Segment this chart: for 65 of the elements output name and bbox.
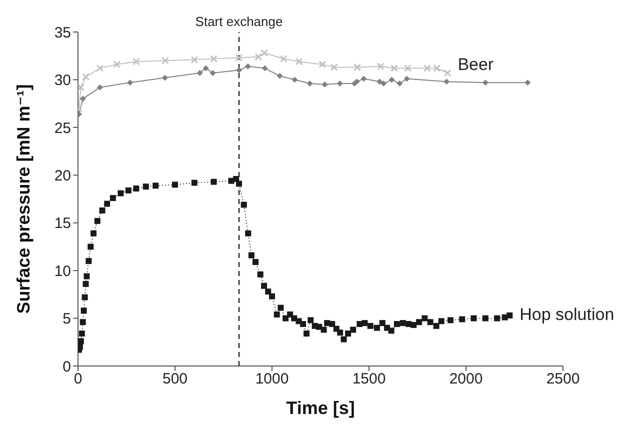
- point: [162, 74, 168, 81]
- point: [244, 63, 251, 70]
- point: [376, 62, 384, 70]
- point: [196, 70, 203, 76]
- point: [80, 96, 86, 102]
- x-tick-label: 500: [162, 370, 188, 388]
- point: [322, 81, 328, 88]
- point: [336, 80, 343, 87]
- point: [190, 56, 198, 64]
- point: [318, 60, 326, 68]
- point: [482, 80, 488, 86]
- point: [433, 64, 441, 72]
- point: [78, 84, 85, 92]
- y-tick-label: 35: [54, 24, 71, 42]
- point: [390, 64, 398, 72]
- point: [96, 84, 103, 90]
- y-axis-title: Surface pressure [mN m⁻¹]: [13, 84, 34, 314]
- point: [444, 69, 452, 77]
- point: [82, 73, 90, 81]
- point: [280, 54, 288, 62]
- ref-line-label: Start exchange: [195, 14, 283, 29]
- point: [262, 65, 268, 72]
- series-label: Hop solution: [520, 304, 614, 324]
- point: [292, 76, 298, 83]
- point: [202, 65, 209, 72]
- y-tick-label: 10: [54, 262, 71, 280]
- point: [376, 78, 383, 85]
- point: [295, 58, 303, 66]
- point: [354, 64, 362, 72]
- point: [388, 76, 395, 83]
- point: [276, 72, 283, 79]
- point: [96, 64, 104, 72]
- point: [524, 80, 531, 86]
- point: [235, 54, 243, 62]
- x-tick-label: 1500: [352, 370, 386, 388]
- y-tick-label: 15: [54, 215, 71, 232]
- point: [260, 49, 268, 57]
- point: [404, 64, 412, 72]
- point: [396, 80, 403, 87]
- y-tick-label: 25: [54, 120, 71, 137]
- point: [404, 76, 410, 82]
- x-tick-label: 2500: [546, 370, 580, 388]
- x-tick-label: 0: [74, 370, 82, 388]
- y-tick-label: 5: [62, 310, 71, 328]
- y-tick-label: 0: [62, 358, 71, 376]
- point: [113, 60, 121, 68]
- point: [236, 67, 242, 74]
- point: [210, 54, 218, 62]
- point: [306, 80, 313, 87]
- point: [132, 58, 140, 66]
- series-label: Beer: [458, 55, 494, 74]
- x-tick-label: 2000: [449, 370, 483, 388]
- point: [380, 80, 387, 87]
- x-tick-label: 1000: [255, 370, 289, 388]
- point: [360, 76, 367, 82]
- point: [254, 53, 262, 61]
- y-tick-label: 30: [54, 72, 71, 90]
- point: [210, 70, 216, 76]
- point: [330, 64, 338, 72]
- point: [423, 64, 431, 72]
- point: [162, 56, 170, 64]
- x-axis-title: Time [s]: [286, 398, 355, 418]
- point: [444, 78, 450, 85]
- y-tick-label: 20: [54, 167, 71, 184]
- point: [126, 80, 133, 86]
